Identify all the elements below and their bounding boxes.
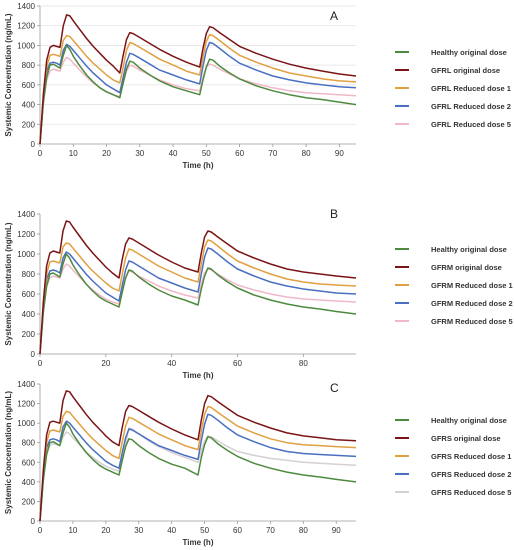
y-tick-label: 1200 bbox=[17, 400, 35, 409]
x-axis-label: Time (h) bbox=[183, 538, 214, 547]
series-line-3 bbox=[39, 33, 357, 145]
y-tick-label: 1200 bbox=[17, 230, 35, 239]
y-tick-label: 800 bbox=[22, 61, 36, 70]
series-line-5 bbox=[39, 263, 357, 355]
y-tick-label: 0 bbox=[31, 140, 36, 149]
series-line-2 bbox=[39, 14, 357, 145]
x-tick-label: 40 bbox=[169, 149, 178, 158]
legend-label: GFRL original dose bbox=[431, 66, 500, 75]
legend: Healthy original dose GFRM original dose G… bbox=[395, 245, 513, 326]
x-tick-label: 20 bbox=[102, 149, 111, 158]
y-tick-label: 200 bbox=[22, 497, 36, 506]
x-tick-label: 70 bbox=[268, 149, 277, 158]
legend-label: Healthy original dose bbox=[431, 245, 507, 254]
x-tick-label: 10 bbox=[68, 526, 77, 535]
legend-label: GFRM original dose bbox=[431, 263, 502, 272]
legend-label: GFRM Reduced dose 2 bbox=[431, 299, 513, 308]
y-tick-label: 1000 bbox=[17, 41, 35, 50]
series-line-1 bbox=[39, 44, 357, 145]
x-tick-label: 20 bbox=[101, 359, 110, 368]
x-tick-label: 90 bbox=[332, 526, 341, 535]
y-tick-label: 600 bbox=[22, 81, 36, 90]
legend-label: GFRS Reduced dose 1 bbox=[431, 452, 511, 461]
y-tick-label: 800 bbox=[22, 270, 36, 279]
x-tick-label: 0 bbox=[38, 526, 43, 535]
panel-letter: A bbox=[330, 9, 338, 23]
series-line-2 bbox=[39, 390, 357, 522]
x-tick-label: 20 bbox=[101, 526, 110, 535]
legend-label: GFRL Reduced dose 1 bbox=[431, 84, 511, 93]
legend-label: GFRL Reduced dose 5 bbox=[431, 120, 511, 129]
legend: Healthy original dose GFRS original dose G… bbox=[395, 416, 511, 497]
y-tick-label: 200 bbox=[22, 120, 36, 129]
series-line-4 bbox=[39, 41, 357, 145]
y-axis-label: Systemic Concentration (ng/mL) bbox=[4, 391, 13, 514]
y-tick-label: 400 bbox=[22, 478, 36, 487]
legend-label: GFRS Reduced dose 2 bbox=[431, 470, 511, 479]
x-tick-label: 40 bbox=[167, 526, 176, 535]
series-line-2 bbox=[39, 220, 357, 355]
x-tick-label: 0 bbox=[38, 149, 43, 158]
panel-letter: B bbox=[330, 207, 338, 221]
y-tick-label: 1200 bbox=[17, 22, 35, 31]
legend-label: Healthy original dose bbox=[431, 48, 507, 57]
series-line-5 bbox=[39, 56, 357, 145]
y-tick-label: 400 bbox=[22, 310, 36, 319]
series-line-3 bbox=[39, 405, 357, 522]
y-tick-label: 1400 bbox=[17, 380, 35, 389]
legend-label: Healthy original dose bbox=[431, 416, 507, 425]
y-tick-label: 1000 bbox=[17, 250, 35, 259]
series-line-5 bbox=[39, 427, 357, 522]
y-tick-label: 600 bbox=[22, 458, 36, 467]
y-tick-label: 400 bbox=[22, 101, 36, 110]
series-line-4 bbox=[39, 247, 357, 355]
x-tick-label: 10 bbox=[69, 149, 78, 158]
series-line-4 bbox=[39, 413, 357, 522]
x-tick-label: 60 bbox=[235, 149, 244, 158]
chart-panel-c: 0 200 400 600 800 1000 1200 1400 0 10 20 30 40 50 60 70… bbox=[4, 380, 511, 547]
series-line-3 bbox=[39, 239, 357, 355]
panel-letter: C bbox=[330, 381, 339, 395]
y-tick-label: 1400 bbox=[17, 2, 35, 11]
x-tick-label: 50 bbox=[200, 526, 209, 535]
x-tick-label: 40 bbox=[167, 359, 176, 368]
legend-label: GFRM Reduced dose 1 bbox=[431, 281, 513, 290]
series-line-1 bbox=[39, 422, 357, 522]
x-tick-label: 0 bbox=[38, 359, 43, 368]
chart-panel-a: 0 200 400 600 800 1000 1200 1400 0 10 20 30 40 50 60 70… bbox=[4, 2, 511, 170]
x-tick-label: 30 bbox=[135, 149, 144, 158]
x-tick-label: 70 bbox=[266, 526, 275, 535]
x-tick-label: 50 bbox=[202, 149, 211, 158]
y-tick-label: 200 bbox=[22, 330, 36, 339]
legend-label: GFRL Reduced dose 2 bbox=[431, 102, 511, 111]
y-tick-label: 0 bbox=[31, 350, 36, 359]
x-tick-label: 80 bbox=[299, 359, 308, 368]
y-axis-label: Systemic Concentration (ng/mL) bbox=[4, 13, 13, 136]
x-tick-label: 30 bbox=[134, 526, 143, 535]
legend: Healthy original dose GFRL original dose G… bbox=[395, 48, 511, 129]
x-axis-label: Time (h) bbox=[183, 161, 214, 170]
x-tick-label: 80 bbox=[302, 149, 311, 158]
legend-label: GFRM Reduced dose 5 bbox=[431, 317, 513, 326]
y-tick-label: 1400 bbox=[17, 210, 35, 219]
x-tick-label: 60 bbox=[233, 526, 242, 535]
x-tick-label: 60 bbox=[233, 359, 242, 368]
chart-panel-b: 0 200 400 600 800 1000 1200 1400 0 20 40 60 80 Time (… bbox=[4, 207, 513, 380]
y-tick-label: 800 bbox=[22, 439, 36, 448]
legend-label: GFRS Reduced dose 5 bbox=[431, 488, 511, 497]
series-line-1 bbox=[39, 253, 357, 355]
x-tick-label: 80 bbox=[299, 526, 308, 535]
y-axis-label: Systemic Concentration (ng/mL) bbox=[4, 222, 13, 345]
y-tick-label: 1000 bbox=[17, 419, 35, 428]
x-axis-label: Time (h) bbox=[183, 371, 214, 380]
y-tick-label: 600 bbox=[22, 290, 36, 299]
y-tick-label: 0 bbox=[31, 517, 36, 526]
legend-label: GFRS original dose bbox=[431, 434, 501, 443]
x-tick-label: 90 bbox=[335, 149, 344, 158]
